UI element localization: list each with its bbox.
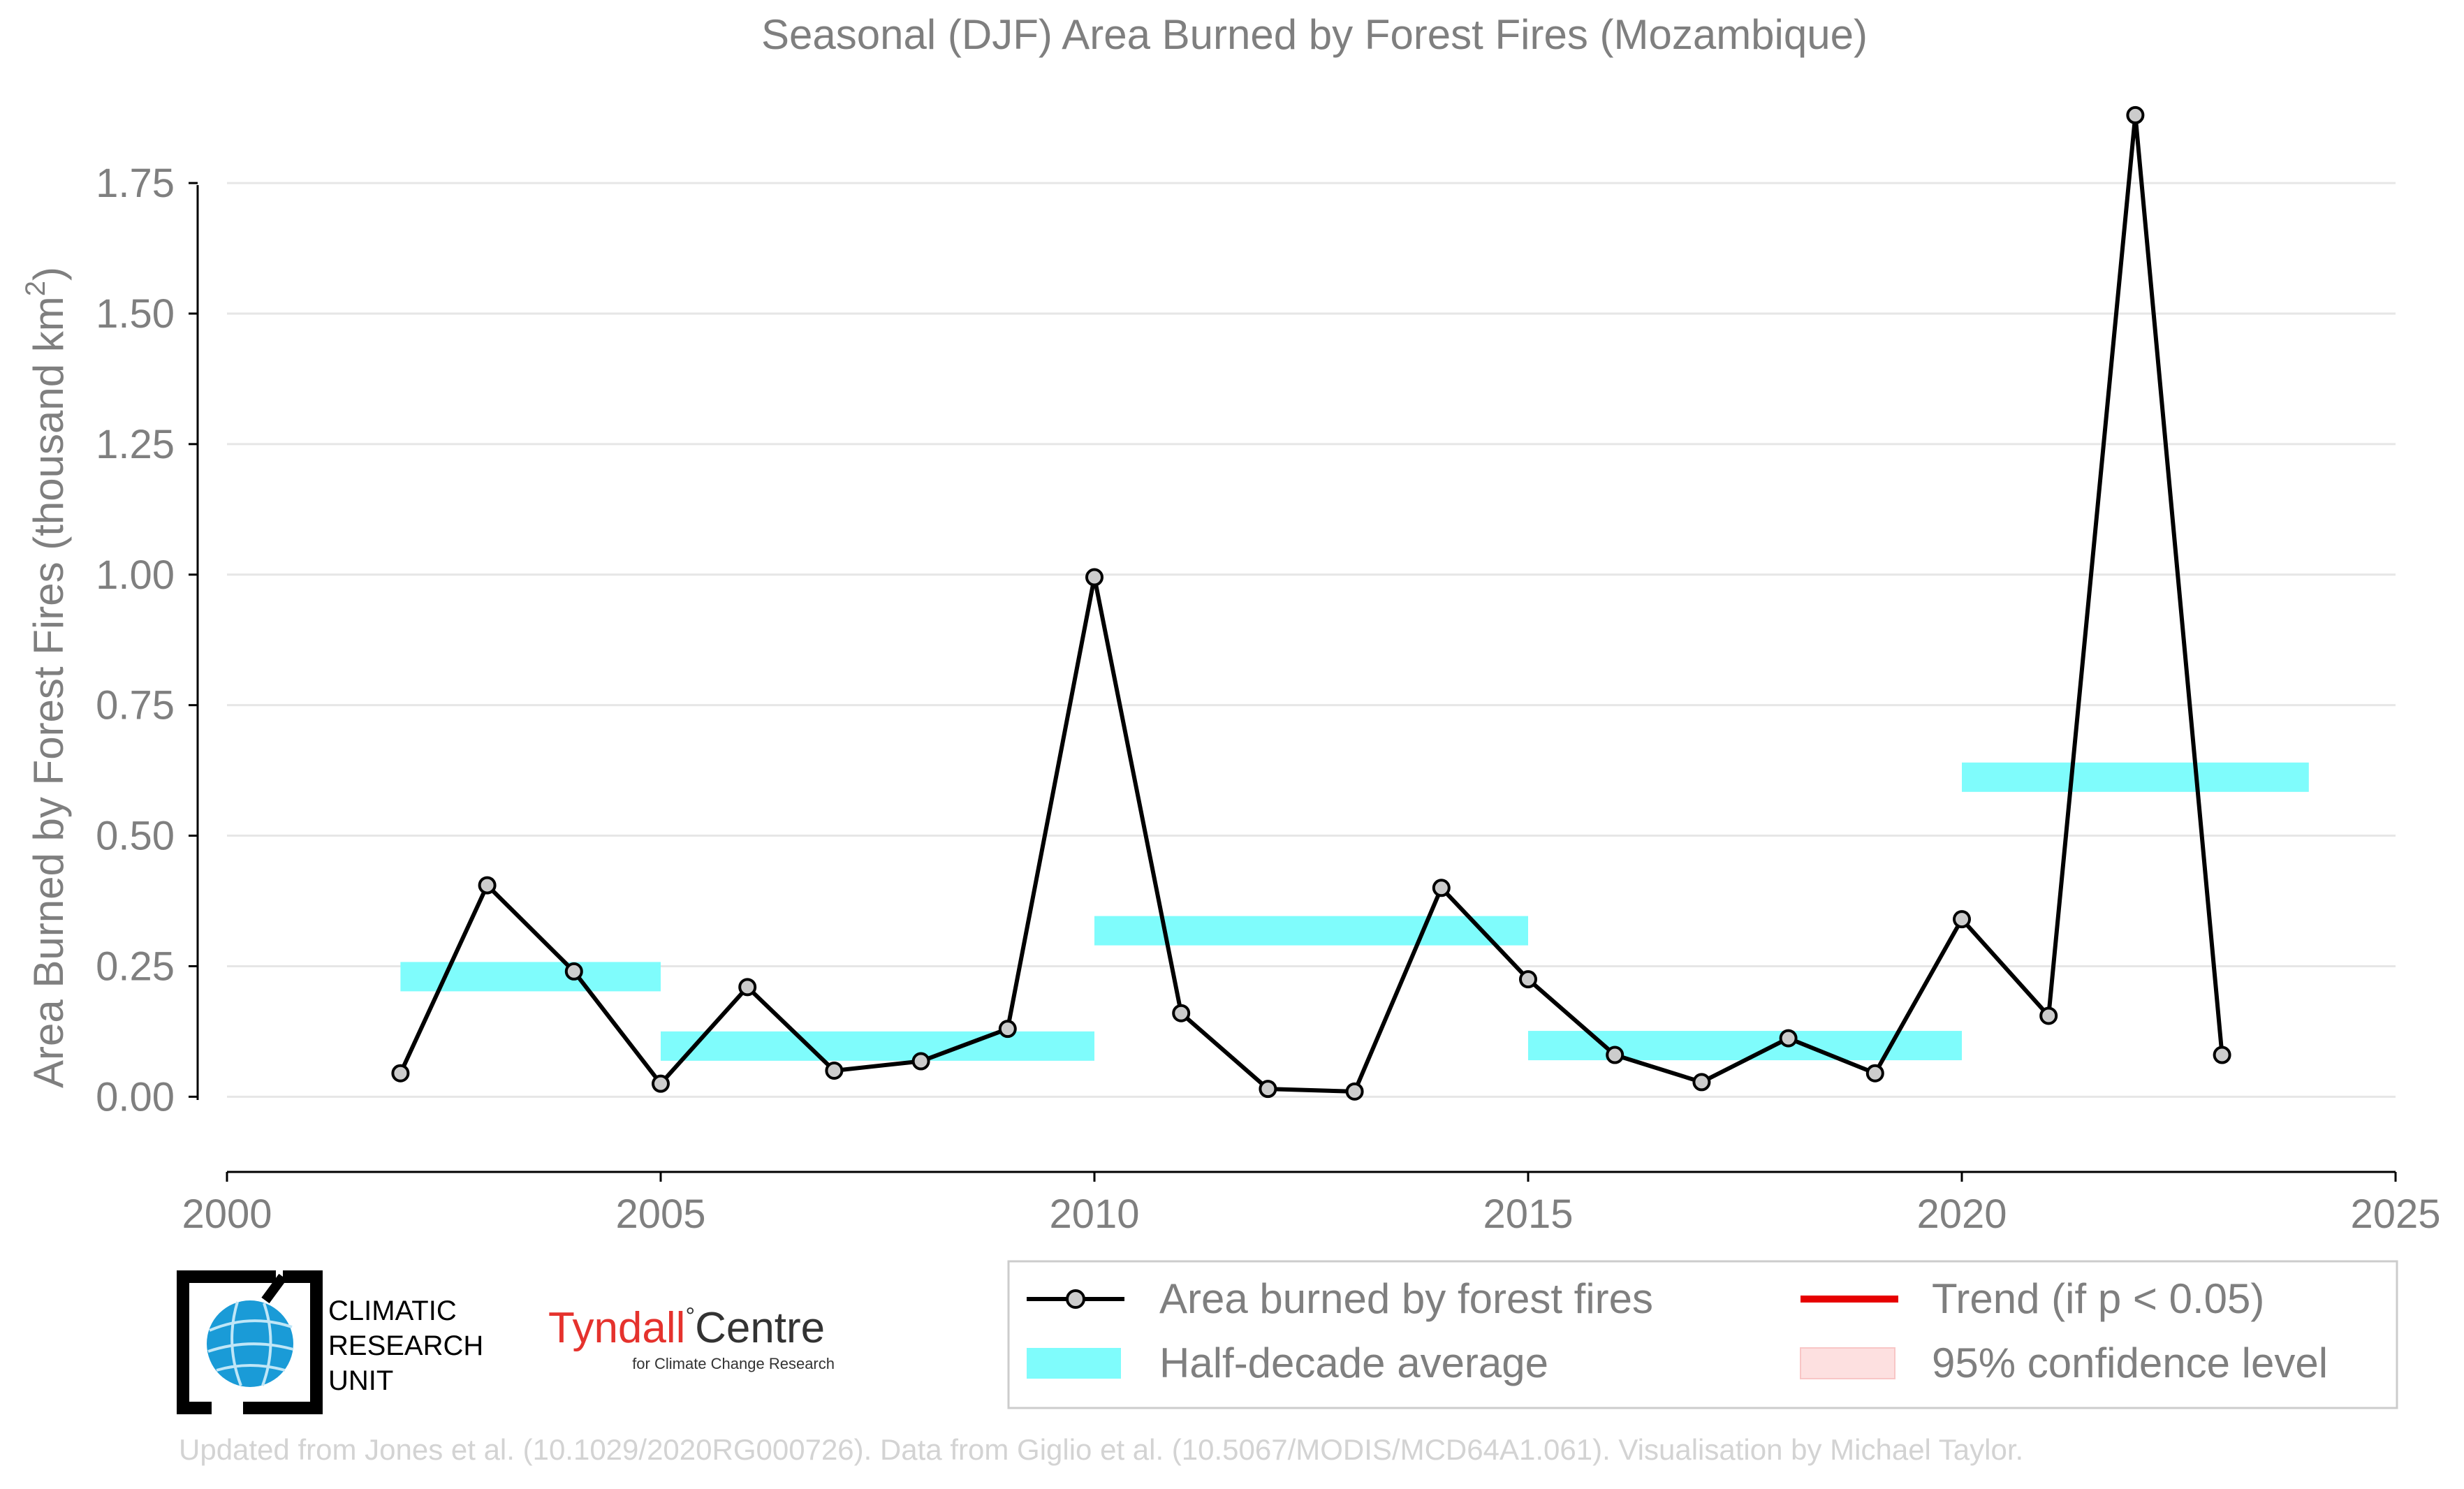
data-point-2003 (478, 876, 497, 895)
data-point-2002 (391, 1064, 410, 1083)
half-decade-average-bands (400, 762, 2309, 1061)
chart-title: Seasonal (DJF) Area Burned by Forest Fir… (761, 11, 1868, 58)
credit-line: Updated from Jones et al. (10.1029/2020R… (179, 1433, 2023, 1466)
x-axis-ticks: 2000 2005 2010 2015 2020 2025 (182, 1172, 2441, 1237)
y-tick-label-6: 1.50 (96, 291, 175, 337)
legend: Area burned by forest fires Trend (if p … (1007, 1260, 2398, 1409)
half-decade-average-1 (661, 1031, 1094, 1061)
data-point-2012 (1259, 1080, 1277, 1099)
legend-label-trend: Trend (if p < 0.05) (1932, 1275, 2264, 1322)
y-tick-label-4: 1.00 (96, 552, 175, 598)
data-point-2010 (1085, 568, 1103, 587)
x-tick-label-5: 2025 (2350, 1191, 2440, 1237)
x-tick-label-0: 2000 (182, 1191, 272, 1237)
y-axis-label-close: ) (25, 267, 72, 281)
tyndall-logo: Tyndall°Centre for Climate Change Resear… (548, 1303, 835, 1372)
half-decade-average-2 (1094, 916, 1528, 946)
y-axis-label-main: Area Burned by Forest Fires (thousand km (25, 296, 72, 1088)
tyndall-main: Tyndall (548, 1304, 685, 1352)
legend-label-series: Area burned by forest fires (1159, 1275, 1653, 1322)
data-point-2008 (911, 1052, 930, 1071)
y-axis-ticks: 0.00 0.25 0.50 0.75 1.00 1.25 1.50 1.75 (96, 161, 198, 1120)
tyndall-centre: Centre (695, 1304, 825, 1352)
data-point-2023 (2213, 1046, 2231, 1064)
x-tick-label-3: 2015 (1483, 1191, 1573, 1237)
data-point-2020 (1953, 910, 1971, 929)
legend-label-confidence: 95% confidence level (1932, 1340, 2328, 1386)
cru-text-line1: CLIMATIC (328, 1296, 457, 1326)
gridlines (227, 182, 2396, 1098)
data-point-2019 (1865, 1064, 1884, 1083)
cru-text-line3: UNIT (328, 1365, 393, 1396)
cru-logo-bracket-right (243, 1270, 323, 1414)
data-point-2006 (738, 978, 757, 997)
y-axis-label: Area Burned by Forest Fires (thousand km… (20, 267, 72, 1088)
svg-text:Tyndall°Centre: Tyndall°Centre (548, 1303, 825, 1352)
y-tick-label-3: 0.75 (96, 683, 175, 728)
tyndall-degree: ° (685, 1303, 695, 1330)
series-line-0 (398, 112, 2224, 1094)
x-tick-label-4: 2020 (1916, 1191, 2007, 1237)
cru-logo: CLIMATIC RESEARCH UNIT (177, 1270, 483, 1414)
half-decade-average-4 (1962, 762, 2309, 792)
y-tick-label-7: 1.75 (96, 161, 175, 206)
legend-label-average: Half-decade average (1159, 1340, 1548, 1386)
data-point-2014 (1432, 879, 1451, 897)
data-point-2022 (2126, 105, 2145, 124)
x-tick-label-2: 2010 (1049, 1191, 1139, 1237)
data-point-2016 (1606, 1046, 1625, 1064)
series-area-burned (391, 105, 2231, 1101)
y-axis-label-sup: 2 (20, 281, 51, 296)
data-point-2015 (1519, 970, 1537, 989)
cru-logo-bracket-left (177, 1270, 276, 1414)
tyndall-sub: for Climate Change Research (632, 1355, 835, 1372)
data-point-2009 (998, 1020, 1017, 1039)
data-point-2007 (825, 1061, 844, 1080)
y-tick-label-1: 0.25 (96, 944, 175, 989)
y-tick-label-0: 0.00 (96, 1074, 175, 1120)
legend-swatch-confidence (1800, 1347, 1895, 1379)
x-tick-label-1: 2005 (615, 1191, 705, 1237)
y-tick-label-5: 1.25 (96, 422, 175, 467)
data-point-2005 (652, 1074, 670, 1093)
legend-frame (1007, 1260, 2398, 1409)
y-tick-label-2: 0.50 (96, 814, 175, 859)
cru-text-line2: RESEARCH (328, 1330, 483, 1361)
data-point-2018 (1779, 1029, 1798, 1048)
legend-swatch-average (1027, 1348, 1121, 1379)
data-point-2017 (1692, 1073, 1711, 1092)
data-point-2004 (564, 962, 583, 981)
data-point-2011 (1172, 1004, 1191, 1022)
data-point-2021 (2039, 1006, 2058, 1025)
data-point-2013 (1345, 1082, 1364, 1101)
